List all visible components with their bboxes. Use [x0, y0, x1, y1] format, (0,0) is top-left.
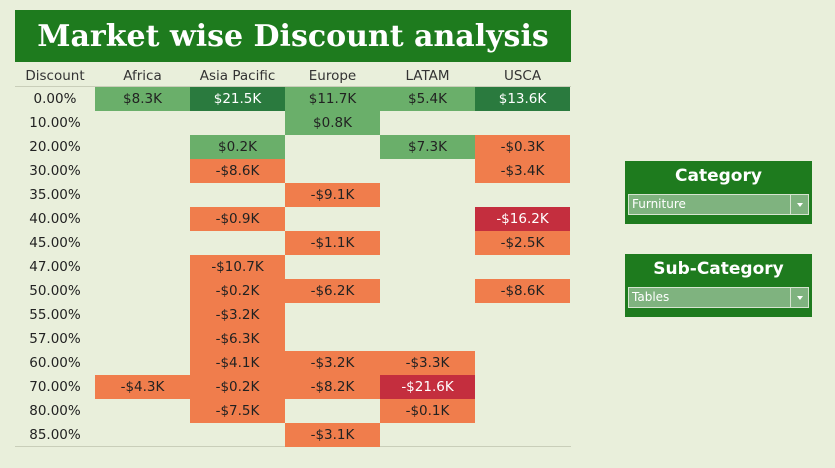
discount-label: 47.00% — [29, 259, 81, 275]
table-cell[interactable]: -$0.2K — [190, 375, 285, 399]
discount-label: 85.00% — [29, 427, 81, 443]
table-cell[interactable]: -$3.3K — [380, 351, 475, 375]
header-usca[interactable]: USCA — [503, 68, 542, 84]
table-cell[interactable]: -$0.2K — [190, 279, 285, 303]
table-row: 30.00% -$8.6K -$3.4K — [15, 159, 571, 183]
discount-label: 0.00% — [33, 91, 77, 107]
table-body: 0.00% $8.3K $21.5K $11.7K $5.4K $13.6K 10.00% $… — [15, 87, 571, 447]
subcategory-filter: Sub-Category Tables — [625, 254, 812, 317]
discount-label: 50.00% — [29, 283, 81, 299]
discount-label: 20.00% — [29, 139, 81, 155]
table-cell[interactable]: -$7.5K — [190, 399, 285, 423]
table-cell[interactable]: $0.8K — [285, 111, 380, 135]
table-cell[interactable]: -$8.2K — [285, 375, 380, 399]
table-cell[interactable]: -$21.6K — [380, 375, 475, 399]
table-cell[interactable]: $0.2K — [190, 135, 285, 159]
table-row: 10.00% $0.8K — [15, 111, 571, 135]
table-cell[interactable]: -$3.4K — [475, 159, 570, 183]
table-cell[interactable]: $7.3K — [380, 135, 475, 159]
table-cell[interactable]: $8.3K — [95, 87, 190, 111]
table-row: 0.00% $8.3K $21.5K $11.7K $5.4K $13.6K — [15, 87, 571, 111]
table-cell[interactable]: $21.5K — [190, 87, 285, 111]
table-row: 47.00% -$10.7K — [15, 255, 571, 279]
table-row: 80.00% -$7.5K -$0.1K — [15, 399, 571, 423]
discount-label: 35.00% — [29, 187, 81, 203]
table-cell[interactable]: -$3.1K — [285, 423, 380, 447]
table-cell[interactable]: -$6.3K — [190, 327, 285, 351]
table-cell[interactable]: -$9.1K — [285, 183, 380, 207]
table-row: 50.00% -$0.2K -$6.2K -$8.6K — [15, 279, 571, 303]
table-row: 35.00% -$9.1K — [15, 183, 571, 207]
table-cell[interactable]: -$16.2K — [475, 207, 570, 231]
discount-label: 40.00% — [29, 211, 81, 227]
table-cell[interactable]: -$0.3K — [475, 135, 570, 159]
table-cell[interactable]: $11.7K — [285, 87, 380, 111]
chevron-down-icon[interactable] — [790, 288, 808, 307]
category-dropdown[interactable]: Furniture — [628, 194, 809, 215]
table-cell[interactable]: $13.6K — [475, 87, 570, 111]
table-row: 55.00% -$3.2K — [15, 303, 571, 327]
discount-table: Discount Africa Asia Pacific Europe LATA… — [15, 66, 571, 447]
header-europe[interactable]: Europe — [308, 68, 357, 84]
table-header: Discount Africa Asia Pacific Europe LATA… — [15, 66, 571, 87]
subcategory-dropdown-value: Tables — [632, 290, 670, 304]
chevron-down-icon[interactable] — [790, 195, 808, 214]
table-cell[interactable]: -$0.1K — [380, 399, 475, 423]
table-row: 45.00% -$1.1K -$2.5K — [15, 231, 571, 255]
discount-label: 55.00% — [29, 307, 81, 323]
table-cell[interactable]: -$2.5K — [475, 231, 570, 255]
table-cell[interactable]: -$4.1K — [190, 351, 285, 375]
table-row: 57.00% -$6.3K — [15, 327, 571, 351]
table-cell[interactable]: -$8.6K — [190, 159, 285, 183]
header-latam[interactable]: LATAM — [405, 68, 450, 84]
table-cell[interactable]: -$6.2K — [285, 279, 380, 303]
discount-label: 60.00% — [29, 355, 81, 371]
table-cell[interactable]: -$3.2K — [190, 303, 285, 327]
table-cell[interactable]: -$8.6K — [475, 279, 570, 303]
subcategory-filter-title: Sub-Category — [653, 259, 784, 279]
subcategory-dropdown[interactable]: Tables — [628, 287, 809, 308]
table-cell[interactable]: -$10.7K — [190, 255, 285, 279]
table-cell[interactable]: -$1.1K — [285, 231, 380, 255]
page-title: Market wise Discount analysis — [15, 10, 571, 62]
discount-label: 30.00% — [29, 163, 81, 179]
category-filter: Category Furniture — [625, 161, 812, 224]
header-africa[interactable]: Africa — [123, 68, 162, 84]
table-row: 40.00% -$0.9K -$16.2K — [15, 207, 571, 231]
discount-label: 80.00% — [29, 403, 81, 419]
category-filter-title: Category — [675, 166, 762, 186]
discount-label: 45.00% — [29, 235, 81, 251]
discount-label: 10.00% — [29, 115, 81, 131]
discount-label: 57.00% — [29, 331, 81, 347]
table-row: 85.00% -$3.1K — [15, 423, 571, 447]
table-cell[interactable]: -$0.9K — [190, 207, 285, 231]
table-cell[interactable]: $5.4K — [380, 87, 475, 111]
table-row: 20.00% $0.2K $7.3K -$0.3K — [15, 135, 571, 159]
table-row: 70.00% -$4.3K -$0.2K -$8.2K -$21.6K — [15, 375, 571, 399]
category-dropdown-value: Furniture — [632, 197, 686, 211]
discount-label: 70.00% — [29, 379, 81, 395]
header-discount[interactable]: Discount — [25, 68, 85, 84]
table-cell[interactable]: -$3.2K — [285, 351, 380, 375]
header-asia-pacific[interactable]: Asia Pacific — [199, 68, 276, 84]
table-row: 60.00% -$4.1K -$3.2K -$3.3K — [15, 351, 571, 375]
table-cell[interactable]: -$4.3K — [95, 375, 190, 399]
